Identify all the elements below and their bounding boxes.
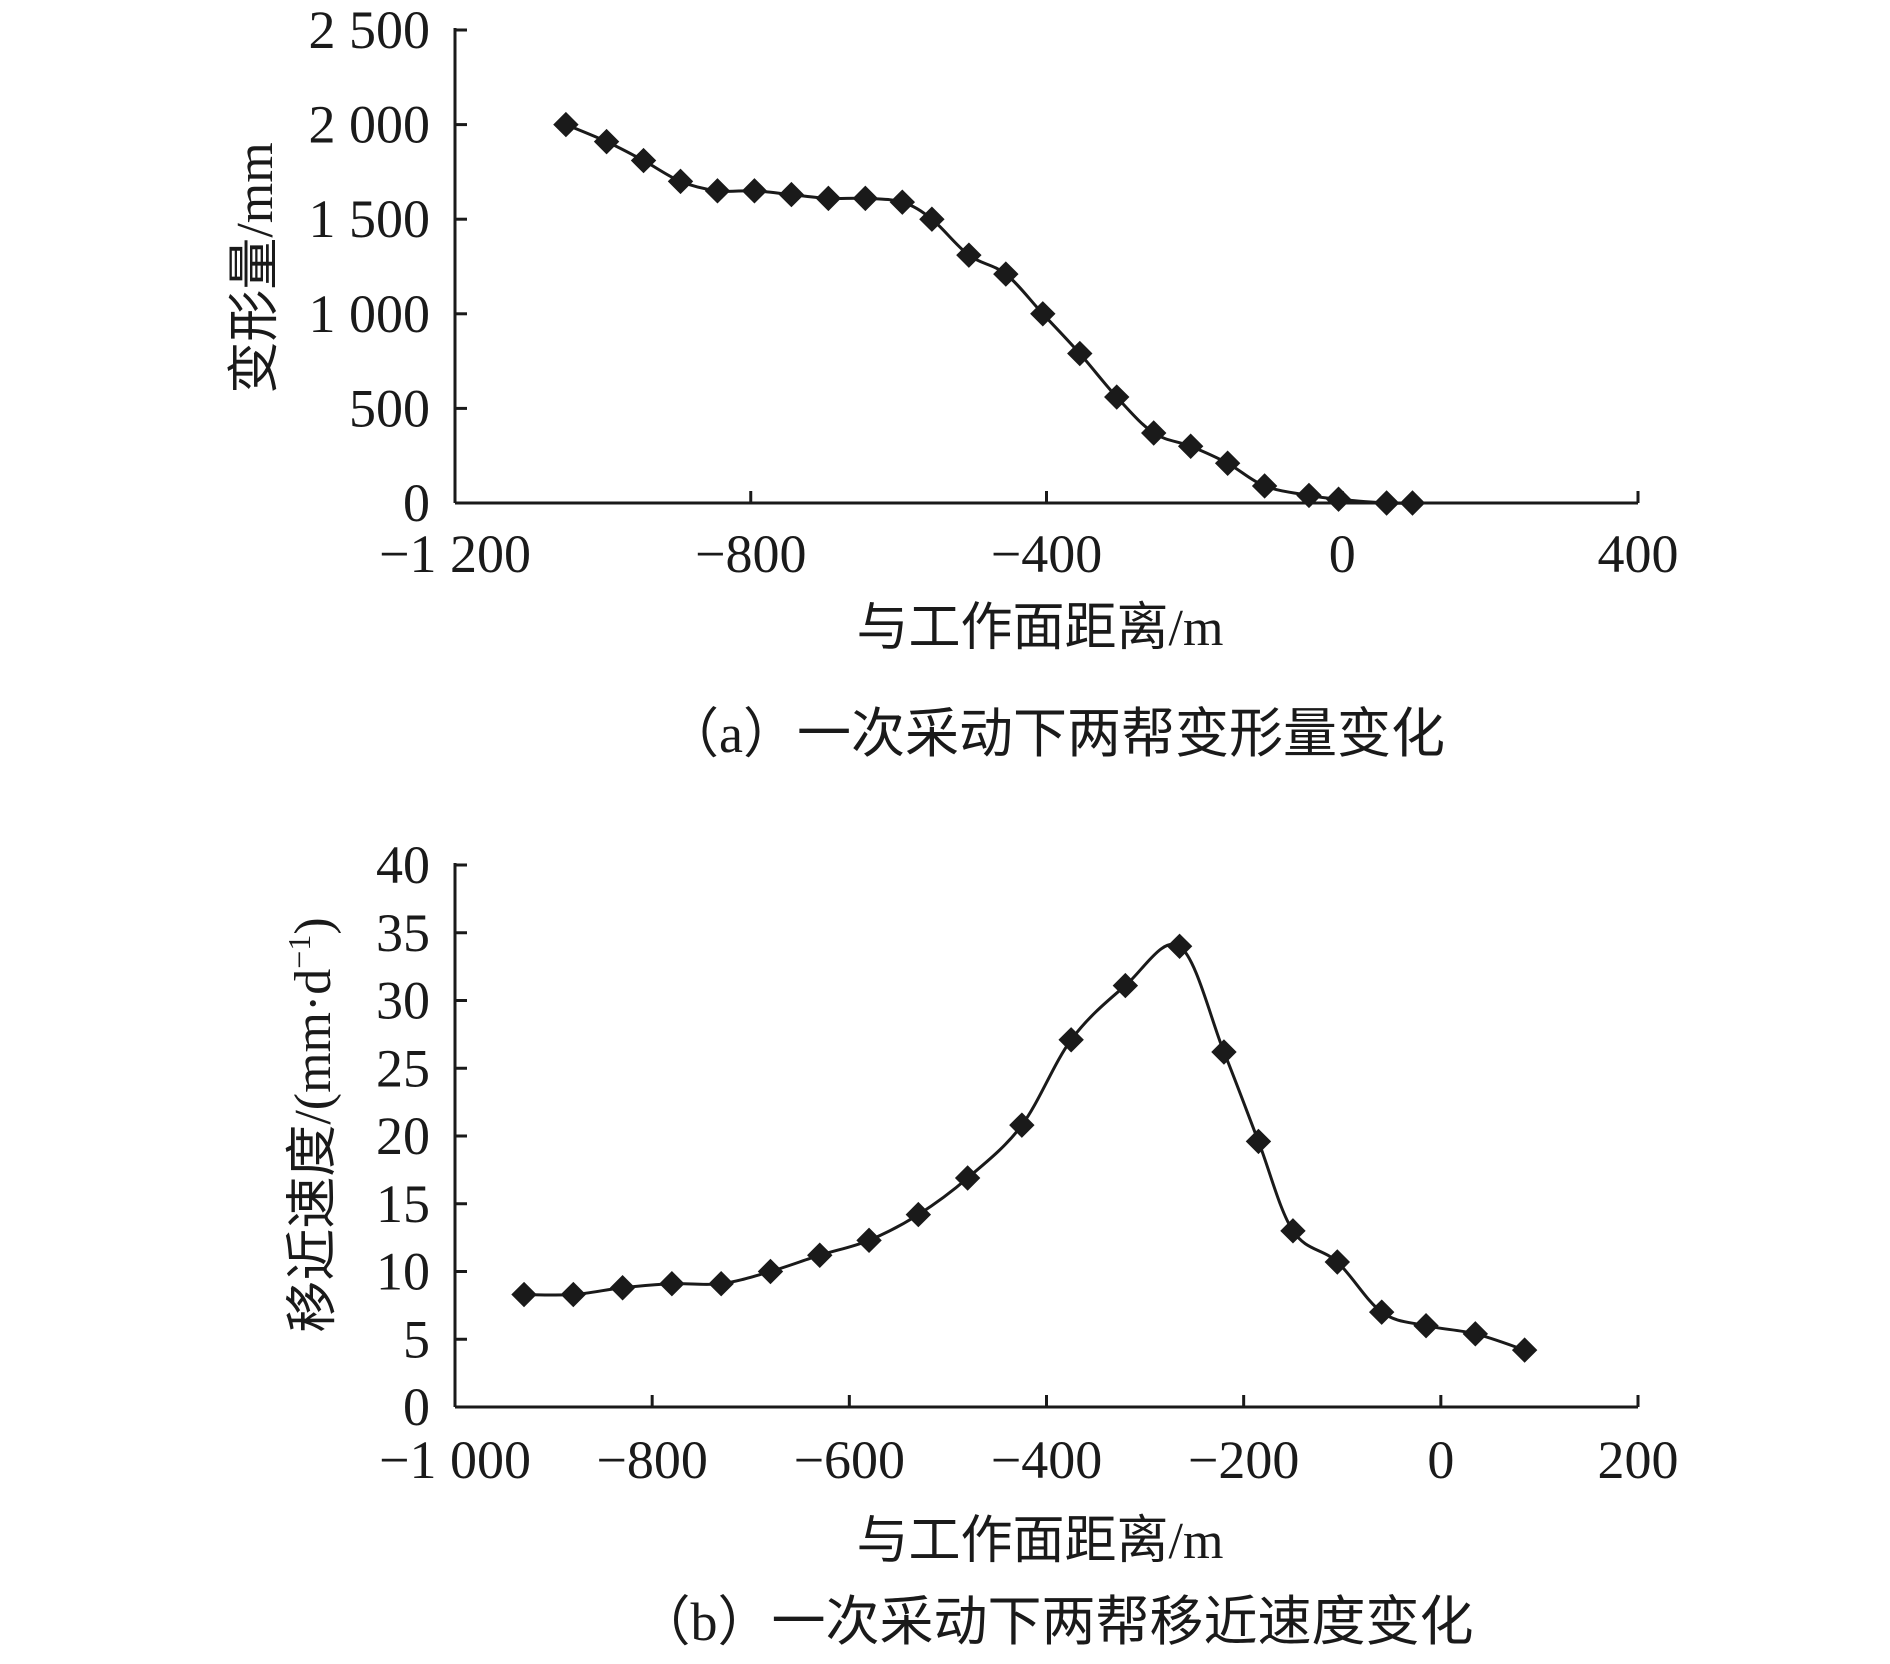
chart-a-y-tick-label: 1 000 (309, 284, 431, 344)
chart-b-data-point (905, 1201, 932, 1228)
chart-b-y-tick-label: 15 (376, 1174, 430, 1234)
chart-a-y-axis-label: 变形量/mm (227, 142, 284, 393)
chart-b-x-tick-label: 200 (1598, 1430, 1679, 1490)
chart-b-x-tick-label: −600 (794, 1430, 905, 1490)
chart-b-y-axis-label: 移近速度/(mm·d−1) (281, 917, 342, 1332)
chart-b-data-point (856, 1227, 882, 1254)
chart-a-x-tick-label: 400 (1598, 524, 1679, 584)
chart-a-x-ticks: −1 200 −800 −400 0 400 (379, 491, 1679, 584)
chart-b-y-tick-label: 25 (376, 1038, 430, 1098)
chart-a-data-point (1177, 433, 1204, 459)
chart-b-x-ticks: −1 000 −800 −600 −400 −200 0 200 (379, 1395, 1679, 1490)
chart-a-y-tick-label: 0 (403, 473, 430, 533)
chart-b-y-tick-label: 40 (376, 835, 430, 895)
chart-a-y-tick-label: 500 (349, 378, 430, 438)
chart-a-data-point (1104, 384, 1130, 410)
chart-a-data-point (1030, 301, 1056, 327)
chart-b-data-point (1166, 933, 1193, 960)
chart-b-data-point (1211, 1039, 1237, 1065)
chart-b-y-axis-label-end: ) (285, 917, 342, 934)
chart-b-series (511, 933, 1538, 1363)
chart-b-data-point (1511, 1337, 1538, 1363)
chart-b-data-point (1058, 1027, 1084, 1053)
chart-a-data-point (956, 242, 982, 268)
chart-a-x-tick-label: −1 200 (379, 524, 531, 584)
chart-b-approach-speed: 0 5 10 15 20 25 30 35 40 −1 000 −800 −600 −400 −200 0… (281, 835, 1679, 1652)
chart-a-data-point (993, 261, 1019, 287)
chart-a-axes (453, 28, 1638, 505)
chart-a-y-ticks: 0 500 1 000 1 500 2 000 2 500 (309, 0, 467, 533)
chart-b-data-point (1413, 1312, 1439, 1339)
chart-a-y-tick-label: 2 500 (309, 0, 431, 60)
chart-a-series (553, 111, 1426, 516)
chart-a-data-point (1067, 340, 1093, 367)
chart-b-y-axis-label-sup: −1 (281, 935, 317, 969)
chart-b-data-point (511, 1281, 537, 1308)
chart-a-data-point (852, 185, 879, 212)
chart-b-x-axis-label: 与工作面距离/m (857, 1513, 1224, 1570)
chart-b-x-tick-label: −400 (991, 1430, 1102, 1490)
chart-a-data-point (815, 185, 842, 212)
chart-b-data-point (560, 1281, 587, 1308)
chart-a-y-tick-label: 2 000 (309, 95, 431, 155)
chart-b-y-tick-label: 10 (376, 1242, 430, 1302)
chart-a-data-point (889, 189, 916, 215)
chart-b-data-point (757, 1258, 784, 1285)
chart-a-x-tick-label: −400 (991, 524, 1102, 584)
chart-b-y-tick-label: 35 (376, 903, 430, 963)
chart-a-y-tick-label: 1 500 (309, 189, 431, 249)
chart-b-data-point (1280, 1218, 1306, 1244)
chart-a-data-point (1399, 490, 1426, 516)
chart-b-y-tick-label: 5 (403, 1309, 430, 1369)
chart-a-data-point (704, 178, 731, 204)
chart-a-data-point (919, 206, 945, 232)
chart-b-y-ticks: 0 5 10 15 20 25 30 35 40 (376, 835, 467, 1437)
chart-a-data-point (593, 128, 620, 155)
chart-a-caption: （a）一次采动下两帮变形量变化 (665, 704, 1445, 764)
chart-b-data-point (659, 1270, 685, 1297)
chart-a-data-point (778, 181, 805, 208)
chart-b-data-point (1368, 1299, 1395, 1325)
chart-b-x-tick-label: −200 (1188, 1430, 1299, 1490)
chart-b-y-tick-label: 20 (376, 1106, 430, 1166)
chart-a-data-point (741, 178, 768, 204)
chart-b-data-point (954, 1165, 981, 1191)
chart-a-data-point (553, 111, 579, 138)
chart-b-y-tick-label: 30 (376, 971, 430, 1031)
chart-b-data-point (1245, 1128, 1272, 1155)
chart-b-caption: （b）一次采动下两帮移近速度变化 (637, 1592, 1474, 1652)
chart-a-data-point (1373, 490, 1400, 516)
chart-b-data-point (1462, 1321, 1489, 1347)
chart-b-x-tick-label: −1 000 (379, 1430, 531, 1490)
chart-a-data-point (1251, 473, 1278, 499)
chart-b-data-point (1112, 972, 1139, 999)
chart-b-data-point (609, 1275, 636, 1301)
chart-b-data-point (708, 1270, 734, 1297)
chart-b-data-point (807, 1242, 833, 1268)
chart-b-y-axis-label-main: 移近速度/(mm·d (285, 969, 342, 1333)
chart-b-y-tick-label: 0 (403, 1377, 430, 1437)
chart-b-axes (453, 863, 1638, 1409)
chart-a-x-tick-label: −800 (695, 524, 806, 584)
chart-a-deformation: 0 500 1 000 1 500 2 000 2 500 −1 200 −800 −400 0… (227, 0, 1679, 764)
chart-b-data-point (1009, 1112, 1035, 1138)
chart-a-data-point (1296, 482, 1322, 509)
chart-a-data-point (1141, 420, 1167, 446)
chart-b-x-tick-label: −800 (596, 1430, 707, 1490)
chart-a-x-axis-label: 与工作面距离/m (857, 600, 1224, 657)
chart-a-data-point (1325, 486, 1352, 512)
chart-b-x-tick-label: 0 (1427, 1430, 1454, 1490)
chart-a-data-point (1214, 450, 1241, 476)
chart-a-data-point (667, 168, 694, 195)
chart-a-x-tick-label: 0 (1329, 524, 1356, 584)
chart-a-data-point (630, 147, 657, 174)
chart-b-data-point (1324, 1249, 1351, 1275)
